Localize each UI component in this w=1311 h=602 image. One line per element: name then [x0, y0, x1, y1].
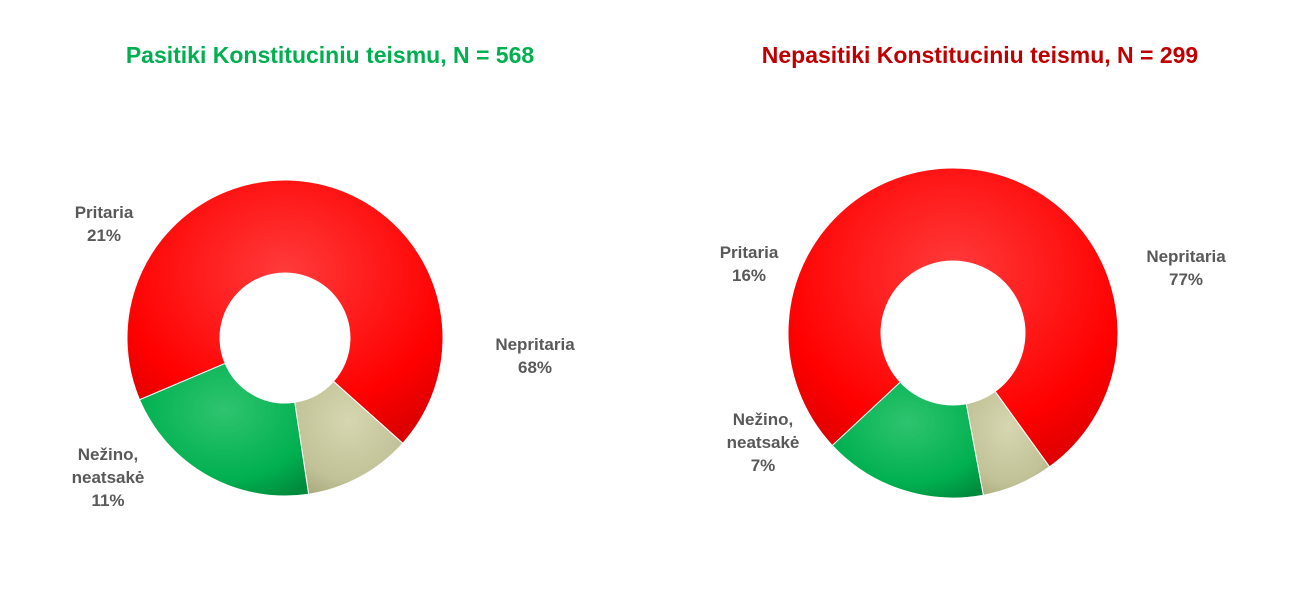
slice-label: Nežino, neatsakė 11%	[72, 445, 145, 510]
slice-label: Pritaria 21%	[75, 203, 134, 245]
slice-label: Nežino, neatsakė 7%	[727, 410, 800, 475]
slice-label: Nepritaria 68%	[495, 335, 575, 377]
donut-slice	[138, 362, 310, 497]
donut-slice	[831, 381, 984, 499]
slice-label: Pritaria 16%	[720, 243, 779, 285]
slice-label: Nepritaria 77%	[1146, 247, 1226, 289]
donut-slice	[126, 179, 444, 445]
chart-title-distrust: Nepasitiki Konstituciniu teismu, N = 299	[761, 42, 1199, 68]
chart-title-trust: Pasitiki Konstituciniu teismu, N = 568	[125, 42, 535, 68]
donut-slice	[787, 167, 1119, 468]
